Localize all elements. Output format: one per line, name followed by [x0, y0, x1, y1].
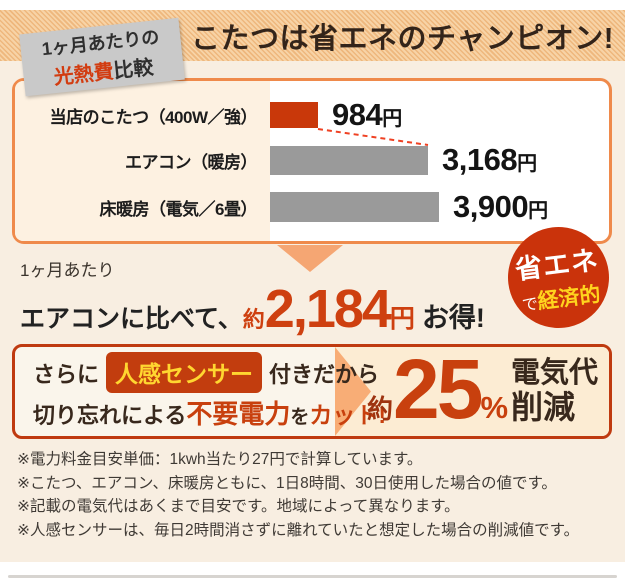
savings-statement: 1ヶ月あたり エアコンに比べて、 約 2,184 円 お得! — [20, 256, 485, 336]
chart-row-kotatsu: 当店のこたつ（400W／強） 984円 — [15, 91, 609, 139]
value-label: 984円 — [332, 97, 402, 133]
chart-label-column — [15, 81, 270, 241]
savings-amount: 2,184 — [264, 279, 392, 339]
savings-approx: 約 — [242, 307, 265, 332]
banner-left-line1: さらに 人感センサー 付きだから — [33, 352, 380, 393]
footnote-1: ※電力料金目安単価：1kwh当たり27円で計算しています。 — [17, 451, 423, 468]
bottom-margin — [0, 562, 625, 581]
banner-l1b: 付きだから — [269, 361, 380, 387]
savings-period: 1ヶ月あたり — [20, 261, 115, 280]
page-title: こたつは省エネのチャンピオン! — [191, 22, 614, 55]
value-unit: 円 — [528, 200, 549, 222]
savings-prefix: エアコンに比べて、 — [20, 305, 243, 333]
value-number: 3,900 — [453, 189, 529, 224]
value-number: 3,168 — [442, 142, 518, 177]
category-label: 床暖房（電気／6畳） — [99, 199, 258, 219]
footnotes: ※電力料金目安単価：1kwh当たり27円で計算しています。 ※こたつ、エアコン、… — [17, 448, 579, 542]
banner-l2c: を — [290, 407, 310, 428]
eco-badge-keizai: 経済的 — [536, 282, 602, 314]
banner-right-content: 約 25 % 電気代 削減 — [367, 347, 598, 436]
category-label: 当店のこたつ（400W／強） — [49, 107, 258, 127]
sensor-feature-banner: さらに 人感センサー 付きだから 切り忘れによる 不要電力 を カット! 約 2… — [12, 344, 612, 439]
chart-row-aircon: エアコン（暖房） 3,168円 — [15, 136, 609, 184]
value-label: 3,900円 — [453, 189, 548, 225]
banner-l1a: さらに — [33, 361, 100, 387]
percent-caption: 電気代 削減 — [511, 356, 599, 425]
footnote-3: ※記載の電気代はあくまで目安です。地域によって異なります。 — [17, 498, 460, 515]
value-label: 3,168円 — [442, 142, 537, 178]
banner-left-line2: 切り忘れによる 不要電力 を カット! — [33, 394, 387, 429]
percent-approx: 約 — [367, 394, 394, 424]
banner-right-background — [335, 347, 609, 436]
footnote-4: ※人感センサーは、毎日2時間消さずに離れていたと想定した場合の削減値です。 — [17, 521, 580, 539]
percent-number: 25 — [393, 344, 483, 436]
value-unit: 円 — [382, 108, 403, 130]
chart-row-floorheating: 床暖房（電気／6畳） 3,900円 — [15, 183, 609, 231]
top-margin — [0, 0, 625, 10]
category-label: エアコン（暖房） — [125, 152, 258, 172]
value-number: 984 — [332, 97, 383, 132]
badge-suffix: 比較 — [112, 56, 155, 83]
savings-main-line: エアコンに比べて、 約 2,184 円 お得! — [20, 282, 485, 336]
percent-sign: % — [480, 390, 509, 425]
banner-l2d: カット! — [309, 402, 387, 428]
caption-bottom: 削減 — [511, 388, 576, 425]
banner-l2a: 切り忘れによる — [33, 403, 187, 428]
value-unit: 円 — [517, 153, 538, 175]
badge-highlight: 光熱費 — [52, 60, 115, 90]
savings-suffix: お得! — [421, 303, 485, 333]
banner-l2b: 不要電力 — [186, 399, 291, 429]
savings-unit: 円 — [389, 305, 415, 333]
cost-comparison-chart: 当店のこたつ（400W／強） 984円 エアコン（暖房） 3,168円 床暖房（… — [12, 78, 612, 244]
sensor-label-box: 人感センサー — [106, 352, 263, 393]
caption-top: 電気代 — [511, 356, 599, 389]
bottom-separator — [8, 575, 617, 578]
difference-dashed-line — [317, 128, 429, 146]
bar-kotatsu — [270, 102, 318, 128]
bar-floorheating — [270, 192, 439, 222]
footnote-2: ※こたつ、エアコン、床暖房ともに、1日8時間、30日使用した場合の値です。 — [17, 474, 557, 492]
bar-aircon — [270, 145, 428, 175]
